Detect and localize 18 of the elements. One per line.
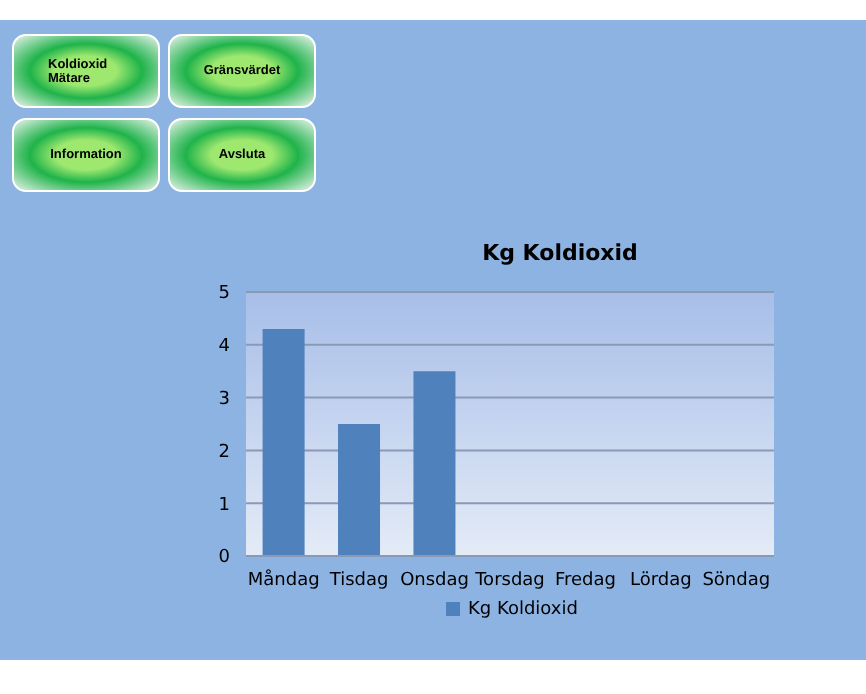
- chart-title: Kg Koldioxid: [482, 240, 638, 266]
- y-tick-label: 4: [218, 337, 231, 358]
- x-tick-label: Torsdag: [473, 570, 545, 591]
- bar: [262, 328, 305, 556]
- y-tick-label: 1: [218, 495, 230, 516]
- bar: [338, 424, 381, 556]
- x-tick-label: Tisdag: [327, 570, 389, 591]
- y-tick-label: 5: [218, 284, 230, 305]
- x-tick-label: Lördag: [630, 570, 692, 591]
- y-tick-label: 2: [218, 442, 230, 463]
- x-tick-label: Måndag: [247, 568, 320, 591]
- legend-label: Kg Koldioxid: [468, 600, 578, 620]
- x-tick-label: Fredag: [554, 570, 616, 591]
- bar: [413, 371, 456, 556]
- x-tick-label: Onsdag: [400, 570, 469, 591]
- x-tick-label: Söndag: [702, 570, 771, 591]
- y-tick-label: 3: [218, 389, 230, 410]
- y-tick-label: 0: [218, 548, 231, 569]
